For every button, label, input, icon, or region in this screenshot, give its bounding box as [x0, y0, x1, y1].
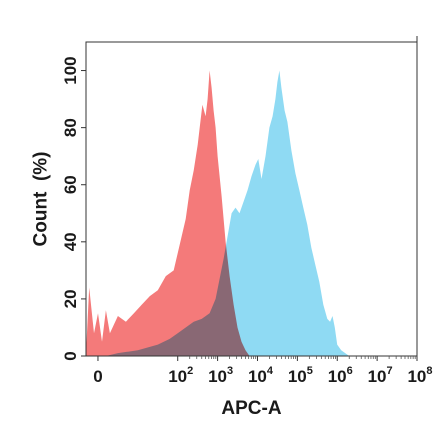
- y-axis: 0 20 40 60 80 100: [61, 56, 86, 361]
- x-tick-base: 10: [288, 367, 307, 386]
- x-tick-label: 104: [248, 365, 274, 386]
- y-tick-label: 40: [61, 232, 80, 251]
- x-tick-label: 105: [288, 365, 313, 386]
- x-axis: 0 102 103 104 105 106 107 108: [93, 356, 433, 386]
- x-tick-base: 10: [248, 367, 267, 386]
- y-tick-label: 0: [61, 351, 80, 360]
- x-tick-exponent: 7: [387, 365, 393, 377]
- x-tick-label: 0: [93, 367, 102, 386]
- x-tick-base: 10: [368, 367, 387, 386]
- plot-series-group: [86, 70, 350, 356]
- x-tick-exponent: 6: [347, 365, 353, 377]
- x-tick-label: 103: [208, 365, 233, 386]
- x-tick-exponent: 5: [307, 365, 313, 377]
- x-tick-base: 10: [208, 367, 227, 386]
- y-tick-label: 60: [61, 175, 80, 194]
- x-tick-exponent: 4: [267, 365, 274, 377]
- y-tick-label: 100: [61, 56, 80, 84]
- histogram-series-1: [86, 70, 250, 356]
- y-tick-label: 20: [61, 289, 80, 308]
- histogram-series-2: [105, 70, 350, 356]
- x-tick-label: 102: [168, 365, 193, 386]
- x-tick-exponent: 3: [227, 365, 233, 377]
- x-axis-label: APC-A: [221, 398, 281, 419]
- x-tick-base: 10: [407, 367, 426, 386]
- x-tick-base: 10: [328, 367, 347, 386]
- x-tick-base: 0: [93, 367, 102, 386]
- y-tick-label: 80: [61, 118, 80, 137]
- x-tick-label: 108: [407, 365, 432, 386]
- x-tick-label: 107: [368, 365, 393, 386]
- x-tick-exponent: 2: [187, 365, 193, 377]
- x-tick-base: 10: [168, 367, 187, 386]
- x-tick-label: 106: [328, 365, 353, 386]
- y-axis-label: Count (%): [31, 152, 52, 247]
- x-tick-exponent: 8: [426, 365, 432, 377]
